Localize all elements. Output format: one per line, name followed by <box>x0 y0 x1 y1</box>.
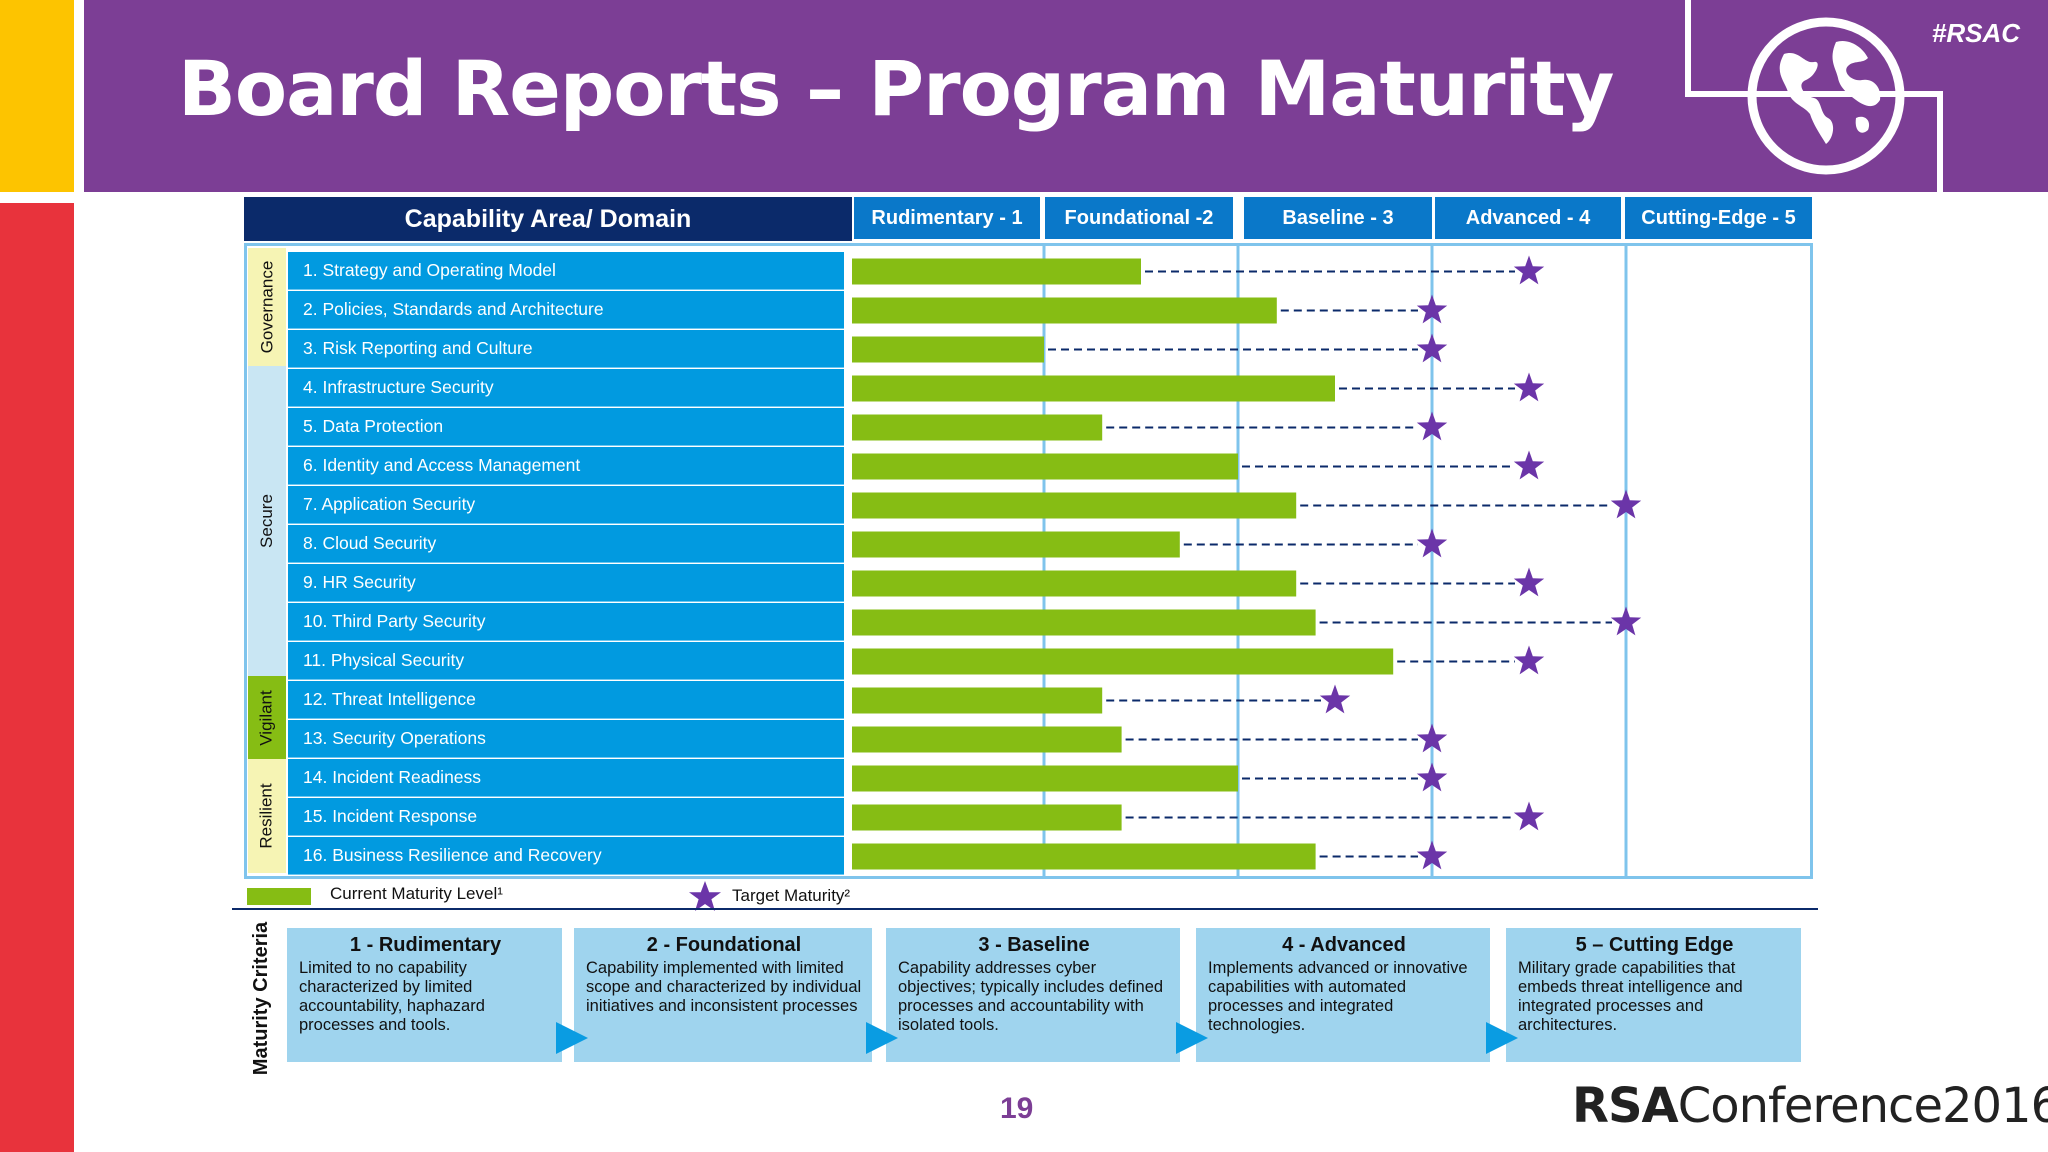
level-header-1: Rudimentary - 1 <box>854 197 1040 239</box>
row-label: 14. Incident Readiness <box>288 759 844 797</box>
criteria-arrow-icon <box>866 1022 898 1054</box>
criteria-text: Military grade capabilities that embeds … <box>1518 959 1743 1034</box>
criteria-arrow-icon <box>1176 1022 1208 1054</box>
target-maturity-star <box>1416 411 1448 441</box>
criteria-title: 5 – Cutting Edge <box>1575 934 1734 956</box>
criteria-text: Limited to no capability characterized b… <box>299 959 485 1034</box>
level-header-2: Foundational -2 <box>1045 197 1233 239</box>
criteria-text: Capability addresses cyber objectives; t… <box>898 959 1164 1034</box>
group-secure: Secure <box>248 366 286 676</box>
target-maturity-star <box>1416 762 1448 792</box>
row-label: 16. Business Resilience and Recovery <box>288 837 844 875</box>
row-label: 8. Cloud Security <box>288 525 844 563</box>
criteria-arrow-icon <box>556 1022 588 1054</box>
criteria-box-2: 2 - Foundational Capability implemented … <box>574 928 872 1062</box>
target-maturity-star <box>1416 333 1448 363</box>
criteria-box-1: 1 - Rudimentary Limited to no capability… <box>287 928 562 1062</box>
criteria-side-label: Maturity Criteria <box>232 920 292 1076</box>
target-maturity-star <box>1416 528 1448 558</box>
domain-column-header: Capability Area/ Domain <box>244 197 852 241</box>
target-maturity-star <box>1513 450 1545 480</box>
current-maturity-bar <box>852 453 1238 480</box>
level-header-3: Baseline - 3 <box>1244 197 1432 239</box>
criteria-text: Capability implemented with limited scop… <box>586 959 862 1015</box>
left-accent-red <box>0 203 74 1152</box>
current-maturity-bar <box>852 375 1335 402</box>
criteria-text: Implements advanced or innovative capabi… <box>1208 959 1468 1034</box>
criteria-title: 1 - Rudimentary <box>349 934 502 956</box>
target-maturity-star <box>1513 801 1545 831</box>
legend-current-label: Current Maturity Level¹ <box>330 884 503 903</box>
row-label: 13. Security Operations <box>288 720 844 758</box>
current-maturity-bar <box>852 297 1277 324</box>
brand-rest: Conference2016 <box>1677 1078 2048 1134</box>
group-vigilant: Vigilant <box>248 676 286 759</box>
target-maturity-star <box>1319 684 1351 714</box>
row-label: 4. Infrastructure Security <box>288 369 844 407</box>
row-label: 2. Policies, Standards and Architecture <box>288 291 844 329</box>
criteria-arrow-icon <box>1486 1022 1518 1054</box>
row-label: 10. Third Party Security <box>288 603 844 641</box>
current-maturity-bar <box>852 648 1394 675</box>
current-maturity-bar <box>852 843 1316 870</box>
criteria-label-text: Maturity Criteria <box>250 921 273 1075</box>
level-header-5: Cutting-Edge - 5 <box>1625 197 1812 239</box>
logo-outline-frame <box>1685 0 1943 194</box>
page-number: 19 <box>1000 1092 1034 1125</box>
row-label: 15. Incident Response <box>288 798 844 836</box>
row-label: 3. Risk Reporting and Culture <box>288 330 844 368</box>
globe-icon <box>1747 17 1905 175</box>
criteria-title: 4 - Advanced <box>1282 934 1406 956</box>
row-label: 7. Application Security <box>288 486 844 524</box>
row-label: 11. Physical Security <box>288 642 844 680</box>
target-maturity-star <box>1416 294 1448 324</box>
criteria-box-5: 5 – Cutting Edge Military grade capabili… <box>1506 928 1801 1062</box>
target-maturity-star <box>1513 645 1545 675</box>
criteria-box-3: 3 - Baseline Capability addresses cyber … <box>886 928 1180 1062</box>
current-maturity-bar <box>852 414 1103 441</box>
current-maturity-bar <box>852 570 1297 597</box>
group-governance: Governance <box>248 248 286 366</box>
current-maturity-bar <box>852 336 1044 363</box>
row-label: 9. HR Security <box>288 564 844 602</box>
current-maturity-bar <box>852 687 1103 714</box>
rsa-conference-logo: RSAConference2016 <box>1572 1078 2048 1134</box>
current-maturity-bar <box>852 804 1122 831</box>
current-maturity-bar <box>852 531 1180 558</box>
current-maturity-bar <box>852 492 1297 519</box>
row-label: 5. Data Protection <box>288 408 844 446</box>
left-accent-yellow <box>0 0 74 192</box>
criteria-box-4: 4 - Advanced Implements advanced or inno… <box>1196 928 1490 1062</box>
target-maturity-star <box>1610 489 1642 519</box>
current-maturity-bar <box>852 258 1141 285</box>
row-label: 6. Identity and Access Management <box>288 447 844 485</box>
slide-title: Board Reports – Program Maturity <box>178 44 1614 133</box>
current-maturity-bar <box>852 765 1238 792</box>
legend-current-swatch <box>247 888 311 905</box>
current-maturity-bar <box>852 726 1122 753</box>
group-resilient: Resilient <box>248 759 286 873</box>
criteria-title: 3 - Baseline <box>978 934 1090 956</box>
row-label: 12. Threat Intelligence <box>288 681 844 719</box>
target-maturity-star <box>1416 723 1448 753</box>
brand-bold: RSA <box>1572 1078 1679 1134</box>
legend-star-icon <box>689 881 721 911</box>
rsac-hashtag: #RSAC <box>1931 18 2020 48</box>
target-maturity-star <box>1416 840 1448 870</box>
current-maturity-bar <box>852 609 1316 636</box>
target-maturity-star <box>1513 255 1545 285</box>
target-maturity-star <box>1610 606 1642 636</box>
legend-target-label: Target Maturity² <box>732 886 851 905</box>
criteria-title: 2 - Foundational <box>646 934 802 956</box>
target-maturity-star <box>1513 372 1545 402</box>
legend-divider <box>232 908 1818 910</box>
row-label: 1. Strategy and Operating Model <box>288 252 844 290</box>
level-header-4: Advanced - 4 <box>1435 197 1621 239</box>
target-maturity-star <box>1513 567 1545 597</box>
